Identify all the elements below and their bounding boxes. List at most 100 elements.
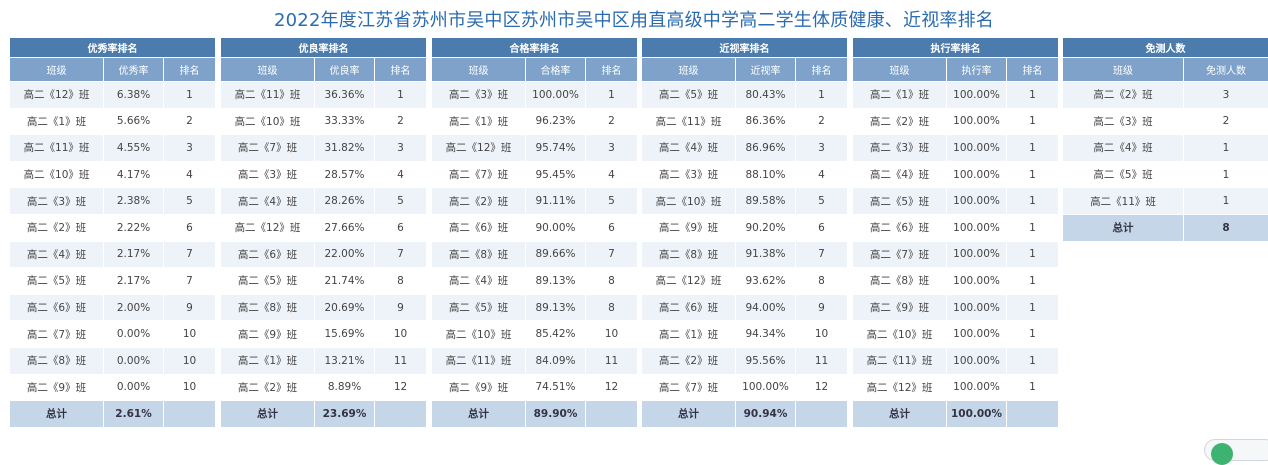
class-name-cell: 高二《6》班 — [853, 214, 947, 241]
rank-cell: 8 — [586, 294, 638, 321]
total-label-cell: 总计 — [432, 401, 526, 428]
value-cell: 94.34% — [736, 321, 796, 348]
value-cell: 86.96% — [736, 135, 796, 162]
value-cell: 94.00% — [736, 294, 796, 321]
value-cell: 21.74% — [315, 268, 375, 295]
rank-cell: 7 — [375, 241, 427, 268]
rank-cell: 1 — [164, 82, 216, 109]
class-name-cell: 高二《4》班 — [221, 188, 315, 215]
class-name-cell: 高二《5》班 — [642, 82, 736, 109]
class-name-cell: 高二《5》班 — [10, 268, 104, 295]
column-header: 排名 — [375, 58, 427, 82]
class-name-cell: 高二《1》班 — [642, 321, 736, 348]
page-title: 2022年度江苏省苏州市吴中区苏州市吴中区甪直高级中学高二学生体质健康、近视率排… — [0, 6, 1268, 32]
value-cell: 2 — [1184, 108, 1268, 135]
rank-cell: 1 — [1007, 108, 1059, 135]
value-cell: 2.22% — [104, 214, 164, 241]
rank-cell: 12 — [796, 374, 848, 401]
value-cell: 5.66% — [104, 108, 164, 135]
rank-cell: 1 — [1007, 374, 1059, 401]
rank-cell: 11 — [375, 347, 427, 374]
value-cell: 1 — [1184, 161, 1268, 188]
floating-toggle[interactable] — [1204, 439, 1268, 461]
value-cell: 15.69% — [315, 321, 375, 348]
value-cell: 1 — [1184, 188, 1268, 215]
class-name-cell: 高二《3》班 — [642, 161, 736, 188]
value-cell: 74.51% — [526, 374, 586, 401]
value-cell: 2.17% — [104, 268, 164, 295]
table-title: 合格率排名 — [432, 38, 638, 58]
class-name-cell: 高二《10》班 — [432, 321, 526, 348]
value-cell: 89.58% — [736, 188, 796, 215]
class-name-cell: 高二《9》班 — [10, 374, 104, 401]
total-value-cell: 100.00% — [947, 401, 1007, 428]
column-header: 班级 — [1063, 58, 1184, 82]
rank-cell: 3 — [796, 135, 848, 162]
value-cell: 36.36% — [315, 82, 375, 109]
total-value-cell — [796, 401, 848, 428]
class-name-cell: 高二《3》班 — [10, 188, 104, 215]
table-title: 优秀率排名 — [10, 38, 216, 58]
class-name-cell: 高二《8》班 — [10, 347, 104, 374]
rank-cell: 7 — [796, 241, 848, 268]
class-name-cell: 高二《7》班 — [642, 374, 736, 401]
class-name-cell: 高二《2》班 — [432, 188, 526, 215]
rank-cell: 6 — [375, 214, 427, 241]
value-cell: 96.23% — [526, 108, 586, 135]
class-name-cell: 高二《2》班 — [1063, 82, 1184, 109]
class-name-cell: 高二《11》班 — [853, 347, 947, 374]
class-name-cell: 高二《12》班 — [221, 214, 315, 241]
rank-cell: 8 — [586, 268, 638, 295]
class-name-cell: 高二《11》班 — [221, 82, 315, 109]
value-cell: 31.82% — [315, 135, 375, 162]
value-cell: 91.38% — [736, 241, 796, 268]
rank-cell: 11 — [586, 347, 638, 374]
value-cell: 100.00% — [526, 82, 586, 109]
column-header: 班级 — [221, 58, 315, 82]
class-name-cell: 高二《4》班 — [432, 268, 526, 295]
class-name-cell: 高二《5》班 — [1063, 161, 1184, 188]
class-name-cell: 高二《4》班 — [853, 161, 947, 188]
rank-cell: 8 — [375, 268, 427, 295]
rank-cell: 1 — [1007, 321, 1059, 348]
value-cell: 100.00% — [947, 374, 1007, 401]
value-cell: 80.43% — [736, 82, 796, 109]
class-name-cell: 高二《12》班 — [432, 135, 526, 162]
class-name-cell: 高二《2》班 — [10, 214, 104, 241]
status-dot-icon — [1211, 443, 1233, 465]
value-cell: 100.00% — [947, 268, 1007, 295]
class-name-cell: 高二《11》班 — [432, 347, 526, 374]
class-name-cell: 高二《9》班 — [221, 321, 315, 348]
class-name-cell: 高二《2》班 — [642, 347, 736, 374]
class-name-cell: 高二《5》班 — [432, 294, 526, 321]
